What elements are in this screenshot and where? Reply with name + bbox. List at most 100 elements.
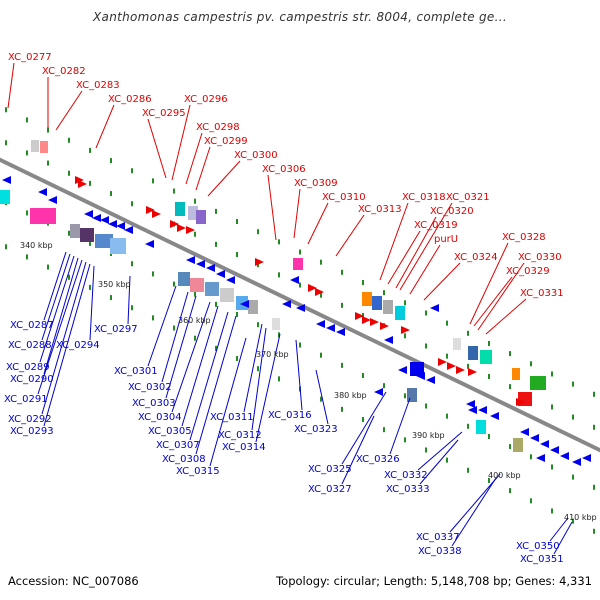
reverse-gene-label: XC_0323 bbox=[294, 424, 338, 435]
gene-block bbox=[30, 208, 56, 224]
reverse-gene-arrow bbox=[206, 264, 215, 272]
gene-block bbox=[31, 140, 39, 152]
tick-mark bbox=[551, 464, 553, 470]
reverse-leader-line bbox=[449, 473, 501, 533]
forward-gene-label: XC_0330 bbox=[518, 252, 562, 263]
scale-label: 380 kbp bbox=[334, 391, 367, 400]
scale-label: 410 kbp bbox=[564, 513, 597, 522]
reverse-gene-arrow bbox=[196, 260, 205, 268]
tick-mark bbox=[488, 477, 490, 483]
reverse-leader-line bbox=[89, 265, 95, 341]
forward-gene-arrow bbox=[78, 180, 87, 188]
tick-mark bbox=[131, 201, 133, 207]
tick-mark bbox=[320, 292, 322, 298]
tick-mark bbox=[446, 353, 448, 359]
tick-mark bbox=[89, 240, 91, 246]
gene-block bbox=[70, 224, 80, 238]
genome-backbone bbox=[0, 157, 600, 453]
reverse-gene-label: XC_0294 bbox=[56, 340, 100, 351]
tick-mark bbox=[299, 282, 301, 288]
tick-mark bbox=[194, 231, 196, 237]
forward-gene-arrow bbox=[438, 358, 447, 366]
tick-mark bbox=[593, 528, 595, 534]
forward-gene-label: XC_0306 bbox=[262, 164, 306, 175]
forward-leader-line bbox=[335, 214, 365, 257]
scale-label: 390 kbp bbox=[412, 431, 445, 440]
tick-mark bbox=[110, 191, 112, 197]
reverse-gene-arrow bbox=[84, 210, 93, 218]
reverse-leader-line bbox=[41, 253, 71, 341]
reverse-gene-arrow bbox=[478, 406, 487, 414]
forward-leader-line bbox=[469, 242, 509, 325]
reverse-gene-arrow bbox=[282, 300, 291, 308]
tick-mark bbox=[26, 150, 28, 156]
gene-block bbox=[410, 362, 424, 376]
reverse-gene-label: XC_0326 bbox=[356, 454, 400, 465]
tick-mark bbox=[509, 488, 511, 494]
forward-gene-arrow bbox=[370, 318, 379, 326]
reverse-leader-line bbox=[341, 391, 387, 465]
gene-block bbox=[372, 296, 382, 310]
gene-block bbox=[383, 300, 393, 314]
gene-block bbox=[0, 190, 10, 204]
scale-label: 400 kbp bbox=[488, 471, 521, 480]
tick-mark bbox=[593, 424, 595, 430]
forward-gene-label: XC_0324 bbox=[454, 252, 498, 263]
forward-gene-label: XC_0310 bbox=[322, 192, 366, 203]
leader-layer bbox=[7, 62, 573, 555]
forward-leader-line bbox=[477, 262, 525, 331]
reverse-leader-line bbox=[553, 521, 573, 555]
reverse-gene-label: XC_0325 bbox=[308, 464, 352, 475]
tick-mark bbox=[131, 261, 133, 267]
forward-leader-line bbox=[207, 160, 241, 197]
gene-block bbox=[272, 318, 280, 330]
reverse-gene-arrow bbox=[374, 388, 383, 396]
tick-mark bbox=[551, 404, 553, 410]
gene-block bbox=[188, 206, 198, 220]
reverse-gene-arrow bbox=[38, 188, 47, 196]
reverse-leader-line bbox=[419, 439, 459, 485]
forward-leader-line bbox=[293, 188, 301, 239]
tick-mark bbox=[89, 284, 91, 290]
gene-block bbox=[220, 288, 234, 302]
forward-gene-label: XC_0309 bbox=[294, 178, 338, 189]
reverse-gene-label: XC_0332 bbox=[384, 470, 428, 481]
tick-mark bbox=[530, 498, 532, 504]
reverse-gene-label: XC_0291 bbox=[4, 394, 48, 405]
reverse-leader-line bbox=[43, 251, 67, 321]
map-title: Xanthomonas campestris pv. campestris st… bbox=[93, 10, 507, 24]
tick-mark bbox=[572, 381, 574, 387]
tick-mark bbox=[47, 127, 49, 133]
forward-gene-label: XC_0283 bbox=[76, 80, 120, 91]
reverse-gene-arrow bbox=[100, 216, 109, 224]
tick-mark bbox=[383, 290, 385, 296]
tick-mark bbox=[446, 457, 448, 463]
reverse-leader-line bbox=[171, 301, 211, 413]
reverse-gene-arrow bbox=[326, 324, 335, 332]
forward-leader-line bbox=[185, 132, 203, 185]
forward-gene-label: XC_0296 bbox=[184, 94, 228, 105]
tick-mark bbox=[215, 241, 217, 247]
tick-mark bbox=[362, 280, 364, 285]
forward-leader-line bbox=[473, 276, 513, 327]
tick-mark bbox=[467, 467, 469, 473]
reverse-gene-label: XC_0292 bbox=[8, 414, 52, 425]
forward-gene-arrow bbox=[362, 316, 371, 324]
forward-gene-label: purU bbox=[434, 234, 458, 245]
forward-gene-arrow bbox=[177, 224, 186, 232]
accession-text: Accession: NC_007086 bbox=[8, 574, 139, 588]
reverse-gene-label: XC_0301 bbox=[114, 366, 158, 377]
reverse-leader-line bbox=[127, 275, 131, 325]
tick-mark bbox=[68, 230, 70, 236]
reverse-leader-line bbox=[389, 397, 411, 455]
reverse-gene-arrow bbox=[384, 336, 393, 344]
reverse-gene-arrow bbox=[540, 440, 549, 448]
reverse-gene-arrow bbox=[336, 328, 345, 336]
reverse-leader-line bbox=[161, 291, 189, 383]
gene-block bbox=[80, 228, 94, 242]
reverse-gene-label: XC_0302 bbox=[128, 382, 172, 393]
tick-mark bbox=[341, 362, 343, 368]
reverse-gene-arrow bbox=[398, 366, 407, 374]
tick-mark bbox=[509, 351, 511, 357]
reverse-gene-arrow bbox=[108, 220, 117, 228]
